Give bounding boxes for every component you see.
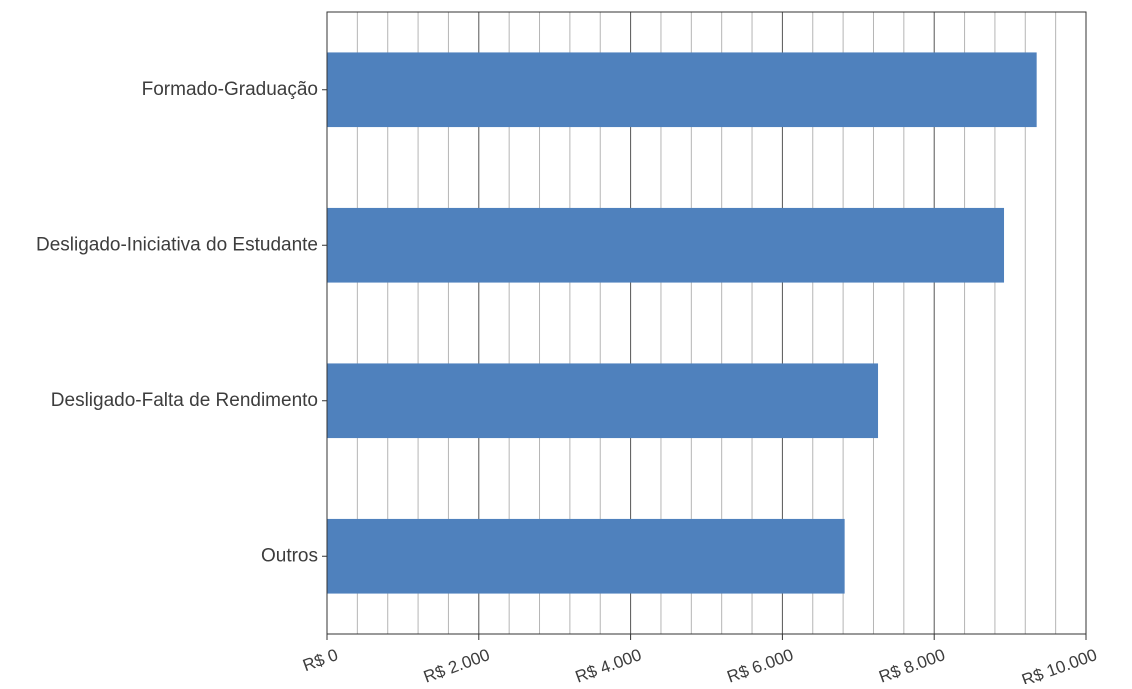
x-tick-labels: R$ 0 R$ 2.000 R$ 4.000 R$ 6.000 R$ 8.000 R$ 1… — [300, 645, 1099, 689]
plot-border — [326, 11, 1087, 635]
x-tick-label-0: R$ 0 — [300, 645, 340, 675]
x-tick-label-1: R$ 2.000 — [421, 645, 492, 684]
axes — [322, 11, 1087, 640]
bar-2 — [327, 363, 879, 439]
bars — [327, 52, 1037, 594]
category-label-3: Outros — [261, 545, 318, 566]
x-tick-label-2: R$ 4.000 — [573, 645, 644, 684]
category-label-1: Desligado-Iniciativa do Estudante — [36, 234, 318, 255]
x-tick-label-3: R$ 6.000 — [725, 645, 796, 684]
bar-3 — [327, 518, 845, 594]
category-label-0: Formado-Graduação — [142, 79, 318, 100]
bar-1 — [327, 207, 1005, 283]
x-tick-label-5: R$ 10.000 — [1019, 645, 1099, 684]
bar-0 — [327, 52, 1037, 128]
category-label-2: Desligado-Falta de Rendimento — [51, 390, 318, 411]
category-labels: Formado-Graduação Desligado-Iniciativa do… — [36, 79, 318, 567]
x-tick-label-4: R$ 8.000 — [876, 645, 947, 684]
